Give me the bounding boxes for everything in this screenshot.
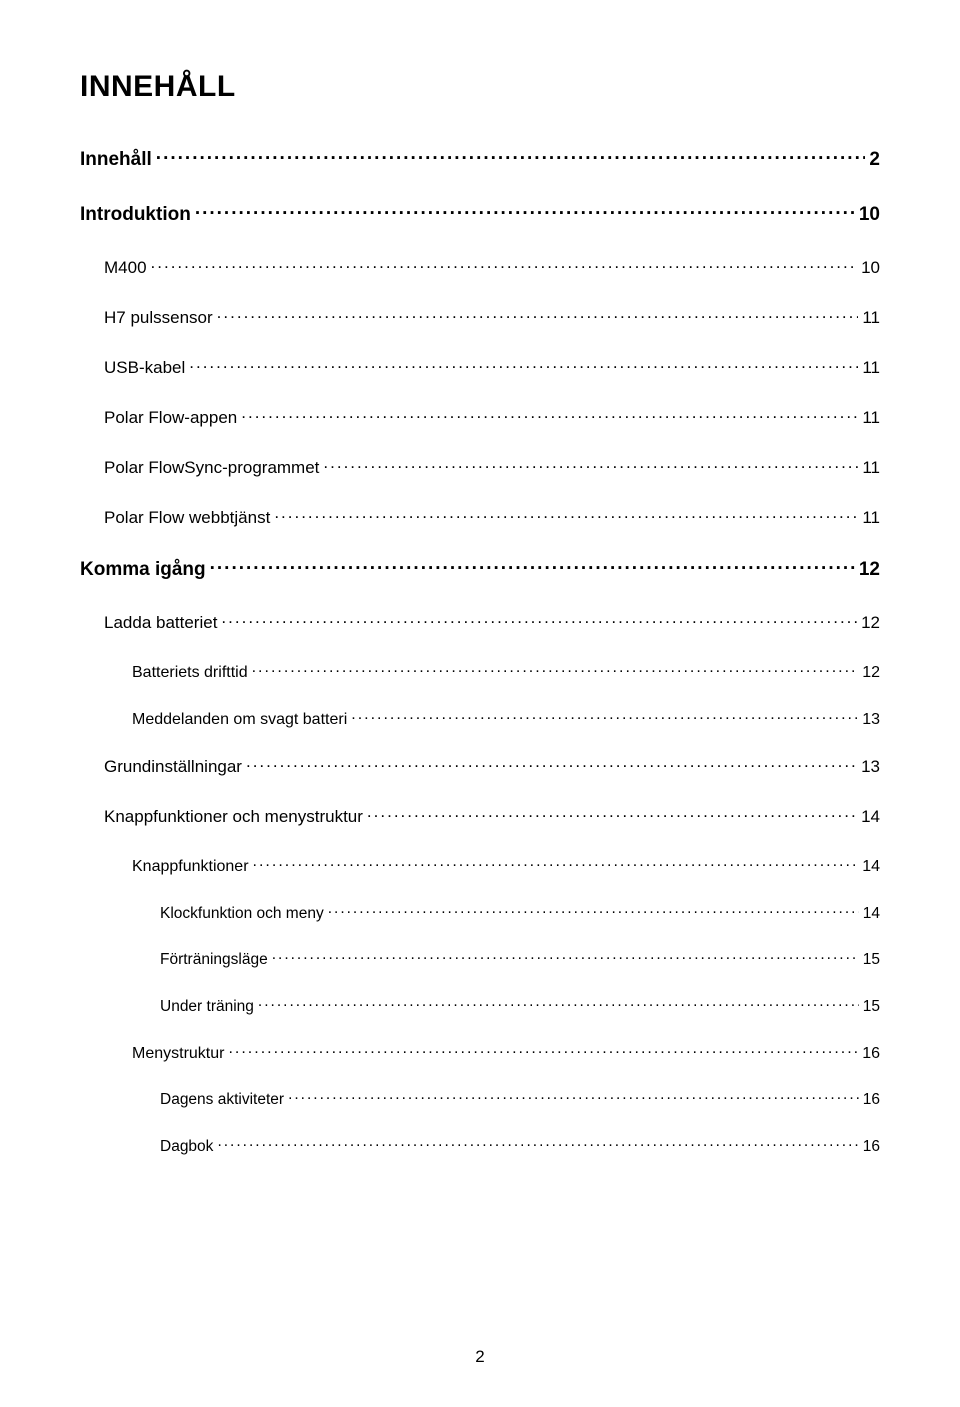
toc-page: 10 [859, 204, 880, 226]
toc-label: Knappfunktioner [132, 858, 249, 876]
toc-row: Meddelanden om svagt batteri 13 [132, 708, 880, 729]
toc-page: 14 [861, 807, 880, 827]
toc-page: 15 [863, 951, 880, 969]
toc-row: Batteriets drifttid 12 [132, 661, 880, 682]
dot-leader [258, 995, 859, 1011]
toc-page: 15 [863, 998, 880, 1016]
toc-page: 12 [862, 664, 880, 682]
toc-page: 2 [869, 149, 880, 171]
toc-label: Polar Flow webbtjänst [104, 508, 270, 528]
toc-label: Meddelanden om svagt batteri [132, 711, 347, 729]
toc-label: Förträningsläge [160, 951, 268, 969]
toc-row: Innehåll 2 [80, 146, 880, 171]
dot-leader [210, 556, 855, 575]
toc-label: Ladda batteriet [104, 613, 217, 633]
toc-row: Grundinställningar 13 [104, 755, 880, 777]
dot-leader [195, 201, 855, 220]
toc-row: Knappfunktioner och menystruktur 14 [104, 805, 880, 827]
dot-leader [253, 855, 859, 871]
toc-label: Polar FlowSync-programmet [104, 458, 319, 478]
page-number: 2 [0, 1347, 960, 1367]
toc-row: Polar Flow webbtjänst 11 [104, 506, 880, 528]
dot-leader [221, 611, 857, 628]
toc-row: Dagens aktiviteter 16 [160, 1089, 880, 1110]
dot-leader [367, 805, 857, 822]
toc-label: Polar Flow-appen [104, 408, 237, 428]
toc-page: 16 [863, 1091, 880, 1109]
dot-leader [189, 356, 858, 373]
toc-page: 10 [861, 258, 880, 278]
toc-row: Ladda batteriet 12 [104, 611, 880, 633]
toc-row: Under träning 15 [160, 995, 880, 1016]
toc-row: Komma igång 12 [80, 556, 880, 581]
toc-row: Dagbok 16 [160, 1135, 880, 1156]
toc-page: 12 [861, 613, 880, 633]
toc-page: 11 [862, 408, 880, 428]
dot-leader [328, 902, 859, 918]
dot-leader [252, 661, 859, 677]
toc-row: Menystruktur 16 [132, 1042, 880, 1063]
toc-row: Polar Flow-appen 11 [104, 406, 880, 428]
toc-page: 11 [862, 308, 880, 328]
toc-label: Batteriets drifttid [132, 664, 248, 682]
dot-leader [217, 1135, 858, 1151]
document-title: INNEHÅLL [80, 70, 880, 104]
dot-leader [274, 506, 858, 523]
toc-row: Introduktion 10 [80, 201, 880, 226]
dot-leader [272, 949, 859, 965]
toc-list: Innehåll 2 Introduktion 10 M400 10 H7 pu… [80, 146, 880, 1182]
toc-label: H7 pulssensor [104, 308, 213, 328]
toc-label: Komma igång [80, 559, 206, 581]
page: INNEHÅLL Innehåll 2 Introduktion 10 M400… [0, 0, 960, 1407]
toc-row: M400 10 [104, 256, 880, 278]
dot-leader [228, 1042, 858, 1058]
dot-leader [151, 256, 858, 273]
toc-label: Klockfunktion och meny [160, 905, 324, 923]
toc-label: Dagens aktiviteter [160, 1091, 284, 1109]
dot-leader [288, 1089, 859, 1105]
toc-label: Innehåll [80, 149, 152, 171]
toc-page: 11 [862, 508, 880, 528]
toc-page: 14 [862, 858, 880, 876]
toc-label: M400 [104, 258, 147, 278]
dot-leader [241, 406, 858, 423]
toc-label: USB-kabel [104, 358, 185, 378]
dot-leader [246, 755, 857, 772]
toc-label: Under träning [160, 998, 254, 1016]
toc-label: Dagbok [160, 1138, 213, 1156]
toc-row: Polar FlowSync-programmet 11 [104, 456, 880, 478]
toc-page: 16 [862, 1045, 880, 1063]
toc-row: USB-kabel 11 [104, 356, 880, 378]
dot-leader [217, 306, 859, 323]
toc-label: Knappfunktioner och menystruktur [104, 807, 363, 827]
toc-row: Knappfunktioner 14 [132, 855, 880, 876]
toc-page: 13 [862, 711, 880, 729]
toc-label: Introduktion [80, 204, 191, 226]
toc-page: 12 [859, 559, 880, 581]
dot-leader [323, 456, 858, 473]
toc-row: Förträningsläge 15 [160, 949, 880, 970]
toc-row: H7 pulssensor 11 [104, 306, 880, 328]
toc-page: 16 [863, 1138, 880, 1156]
toc-label: Menystruktur [132, 1045, 224, 1063]
toc-page: 11 [862, 358, 880, 378]
toc-label: Grundinställningar [104, 757, 242, 777]
toc-page: 11 [862, 458, 880, 478]
toc-page: 14 [863, 905, 880, 923]
dot-leader [156, 146, 866, 165]
toc-row: Klockfunktion och meny 14 [160, 902, 880, 923]
dot-leader [351, 708, 858, 724]
toc-page: 13 [861, 757, 880, 777]
